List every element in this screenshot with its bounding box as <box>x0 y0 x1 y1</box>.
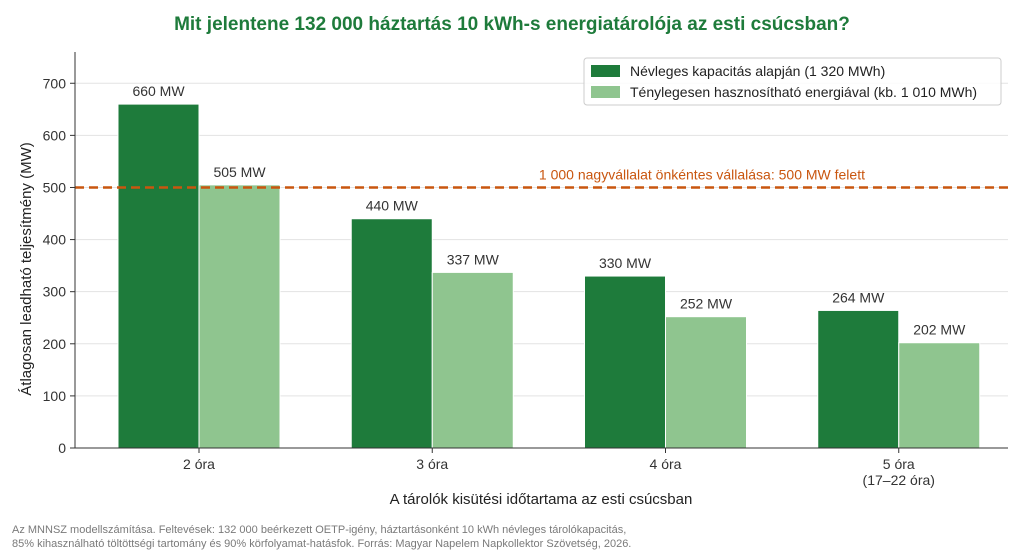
footnote-line-2: 85% kihasználható töltöttségi tartomány … <box>12 538 632 550</box>
bar <box>817 309 900 449</box>
bar-value-label: 252 MW <box>680 296 733 312</box>
footnote: Az MNNSZ modellszámítása. Feltevések: 13… <box>12 523 1012 551</box>
bar-value-label: 264 MW <box>832 289 885 305</box>
x-tick-sublabel: (17–22 óra) <box>863 472 935 488</box>
y-tick-label: 100 <box>43 388 67 404</box>
y-tick-label: 600 <box>43 127 67 143</box>
x-axis-title: A tárolók kisütési időtartama az esti cs… <box>390 491 693 508</box>
bar <box>431 271 514 449</box>
x-tick-label: 2 óra <box>183 456 215 472</box>
bar-value-label: 202 MW <box>913 322 966 338</box>
legend-swatch <box>591 65 620 77</box>
bar <box>584 275 666 449</box>
y-tick-label: 200 <box>43 336 67 352</box>
data-labels: 660 MW 440 MW 330 MW 264 MW 505 MW 337 MW 252 … <box>132 83 966 338</box>
reference-line-group: 1 000 nagyvállalat önkéntes vállalása: 5… <box>75 166 1008 189</box>
bar <box>117 103 200 449</box>
y-axis-title: Átlagosan leadható teljesítmény (MW) <box>18 142 35 395</box>
bar-value-label: 660 MW <box>132 83 185 99</box>
bar-value-label: 337 MW <box>447 251 500 267</box>
y-tick-label: 400 <box>43 232 67 248</box>
y-tick-label: 700 <box>43 75 67 91</box>
bar <box>898 342 981 449</box>
legend-swatch <box>591 86 620 98</box>
bar-value-label: 440 MW <box>366 198 419 214</box>
legend-label: Ténylegesen hasznosítható energiával (kb… <box>630 84 977 100</box>
chart-title: Mit jelentene 132 000 háztartás 10 kWh-s… <box>174 14 850 35</box>
legend: Névleges kapacitás alapján (1 320 MWh) Té… <box>583 57 1002 106</box>
y-tick-label: 300 <box>43 284 67 300</box>
bar <box>198 184 281 449</box>
bars <box>117 103 981 449</box>
legend-label: Névleges kapacitás alapján (1 320 MWh) <box>630 63 885 79</box>
footnote-line-1: Az MNNSZ modellszámítása. Feltevések: 13… <box>12 524 627 536</box>
y-tick-label: 500 <box>43 179 67 195</box>
bar <box>350 218 433 449</box>
bar-value-label: 330 MW <box>599 255 652 271</box>
bar <box>665 316 747 449</box>
legend-box <box>583 57 1002 106</box>
x-tick-label: 3 óra <box>416 456 448 472</box>
reference-line-label: 1 000 nagyvállalat önkéntes vállalása: 5… <box>539 166 865 182</box>
axes: 0 100 200 300 400 500 600 700 2 óra 3 óra 4 óra 5 ó… <box>43 52 1008 488</box>
bar-chart: Mit jelentene 132 000 háztartás 10 kWh-s… <box>18 14 1008 508</box>
y-tick-label: 0 <box>58 440 66 456</box>
x-tick-label: 5 óra <box>883 456 915 472</box>
bar-value-label: 505 MW <box>213 164 266 180</box>
x-tick-label: 4 óra <box>650 456 682 472</box>
